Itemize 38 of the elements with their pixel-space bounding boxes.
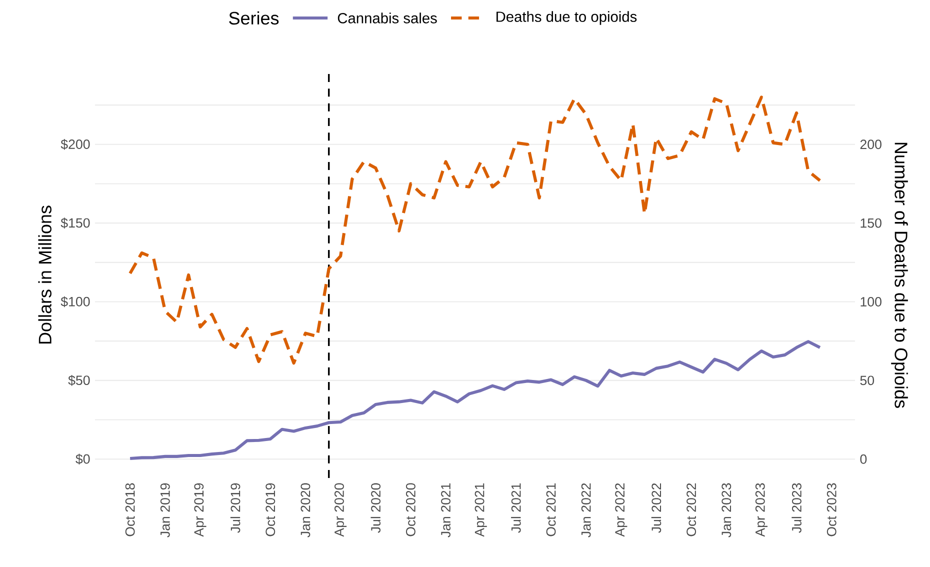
y-tick-label: $0: [76, 454, 90, 465]
x-tick-label: Oct 2022: [686, 483, 696, 536]
x-tick-label: Oct 2019: [266, 483, 276, 536]
legend-title: Series: [229, 11, 279, 25]
y2-tick-label: 150: [860, 218, 882, 228]
x-tick-label: Oct 2023: [826, 483, 836, 536]
y-tick-label: $200: [60, 138, 90, 150]
x-tick-label: Jul 2020: [370, 483, 381, 533]
legend-label: Cannabis sales: [338, 12, 437, 24]
x-tick-label: Jan 2022: [581, 483, 591, 538]
x-tick-label: Apr 2020: [334, 483, 347, 537]
x-tick-label: Apr 2019: [194, 483, 206, 537]
y-tick-label: $100: [60, 296, 90, 308]
legend-label: Deaths due to opioids: [496, 11, 637, 25]
line-series: [128, 96, 822, 365]
x-tick-label: Oct 2020: [406, 483, 416, 536]
x-tick-label: Oct 2018: [125, 483, 135, 536]
x-tick-label: Jul 2022: [651, 483, 662, 533]
x-tick-label: Jan 2021: [441, 483, 450, 538]
x-tick-label: Jan 2023: [722, 483, 732, 538]
x-tick-label: Jan 2019: [160, 483, 170, 538]
y2-tick-label: 100: [860, 297, 882, 306]
x-tick-label: Jul 2023: [792, 483, 802, 533]
x-tick-label: Apr 2021: [474, 483, 487, 537]
x-tick-label: Apr 2023: [755, 483, 768, 537]
y2-axis-title: Number of Deaths due to Opioids: [891, 142, 908, 408]
y-tick-label: $50: [68, 375, 90, 386]
x-tick-label: Jul 2021: [511, 483, 521, 533]
line-series: [128, 340, 822, 460]
y2-tick-label: 0: [860, 454, 867, 464]
x-tick-label: Apr 2022: [615, 483, 628, 537]
y-tick-label: $150: [60, 218, 90, 228]
x-tick-label: Oct 2021: [546, 483, 556, 536]
x-tick-label: Jan 2020: [300, 483, 310, 538]
y2-tick-label: 50: [860, 376, 874, 386]
y-axis-title: Dollars in Millions: [38, 206, 52, 344]
x-tick-label: Jul 2019: [230, 483, 240, 533]
y2-tick-label: 200: [860, 140, 882, 150]
